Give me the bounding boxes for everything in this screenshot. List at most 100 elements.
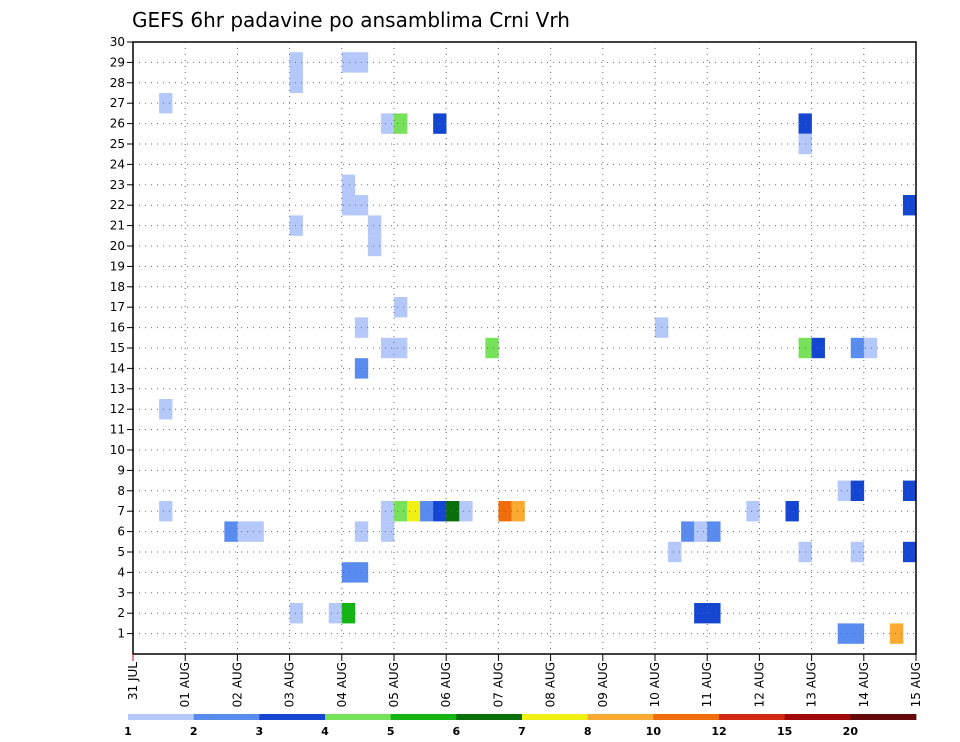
precip-cell bbox=[446, 501, 460, 522]
y-tick-label: 22 bbox=[110, 198, 125, 212]
legend-swatch bbox=[719, 714, 786, 720]
precip-cell bbox=[420, 501, 434, 522]
y-tick-label: 29 bbox=[110, 55, 125, 69]
legend-label: 3 bbox=[256, 725, 264, 738]
x-tick-label: 07 AUG bbox=[491, 662, 505, 707]
precip-cell bbox=[380, 337, 395, 359]
x-tick-label: 01 AUG bbox=[178, 662, 192, 707]
legend-swatch bbox=[850, 714, 917, 720]
y-tick-label: 15 bbox=[110, 341, 125, 355]
precip-cell bbox=[811, 337, 825, 359]
x-tick-label: 05 AUG bbox=[387, 662, 401, 707]
color-legend: 1 2 3 4 5 6 7 8 10 12 15 20 bbox=[124, 714, 917, 738]
x-tick-label: 31 JUL bbox=[126, 662, 140, 700]
legend-label: 2 bbox=[190, 725, 198, 738]
precip-cell bbox=[289, 603, 303, 624]
y-tick-label: 11 bbox=[110, 423, 125, 437]
legend-label: 6 bbox=[453, 725, 461, 738]
y-tick-label: 4 bbox=[117, 565, 125, 579]
precip-cell bbox=[902, 541, 917, 563]
x-tick-label: 06 AUG bbox=[439, 662, 453, 707]
precip-cell bbox=[902, 480, 917, 501]
legend-label: 1 bbox=[124, 725, 132, 738]
precip-cell bbox=[850, 541, 865, 563]
legend-swatch bbox=[653, 714, 720, 720]
legend-swatch bbox=[587, 714, 654, 720]
precipitation-cells bbox=[159, 52, 917, 644]
precip-cell bbox=[837, 480, 852, 501]
y-tick-label: 1 bbox=[117, 627, 125, 641]
precip-cell bbox=[511, 501, 525, 522]
precip-cell bbox=[159, 93, 173, 114]
precip-cell bbox=[237, 521, 251, 542]
y-tick-label: 18 bbox=[110, 280, 125, 294]
legend-swatch bbox=[325, 714, 392, 720]
y-tick-label: 14 bbox=[110, 361, 125, 375]
precip-cell bbox=[850, 623, 865, 644]
precip-cell bbox=[380, 521, 395, 542]
precip-cell bbox=[394, 297, 408, 318]
legend-label: 8 bbox=[584, 725, 592, 738]
precip-cell bbox=[250, 521, 264, 542]
y-tick-label: 8 bbox=[117, 484, 125, 498]
precip-cell bbox=[394, 337, 408, 359]
x-tick-label: 03 AUG bbox=[283, 662, 297, 707]
x-tick-label: 04 AUG bbox=[335, 662, 349, 707]
y-tick-label: 17 bbox=[110, 300, 125, 314]
precip-cell bbox=[485, 337, 499, 359]
legend-swatch bbox=[128, 714, 195, 720]
legend-swatch bbox=[259, 714, 326, 720]
grid-lines bbox=[133, 42, 916, 654]
chart-title: GEFS 6hr padavine po ansamblima Crni Vrh bbox=[132, 8, 570, 32]
x-tick-label: 12 AUG bbox=[752, 662, 766, 707]
y-tick-label: 7 bbox=[117, 504, 125, 518]
y-tick-label: 23 bbox=[110, 178, 125, 192]
legend-swatch bbox=[390, 714, 457, 720]
precip-cell bbox=[289, 72, 303, 93]
precip-cell bbox=[341, 195, 356, 216]
y-tick-label: 3 bbox=[117, 586, 125, 600]
precip-cell bbox=[889, 623, 904, 644]
legend-swatch bbox=[193, 714, 260, 720]
legend-swatch bbox=[784, 714, 851, 720]
precip-cell bbox=[863, 337, 878, 359]
x-tick-label: 15 AUG bbox=[909, 662, 923, 707]
precip-cell bbox=[159, 501, 173, 522]
y-tick-label: 2 bbox=[117, 606, 125, 620]
precip-cell bbox=[668, 541, 682, 563]
precip-cell bbox=[367, 215, 382, 236]
y-tick-label: 16 bbox=[110, 321, 125, 335]
precip-cell bbox=[380, 113, 395, 134]
precip-cell bbox=[341, 52, 356, 73]
precip-cell bbox=[681, 521, 695, 542]
y-tick-label: 9 bbox=[117, 463, 125, 477]
precip-cell bbox=[328, 603, 343, 624]
y-tick-label: 12 bbox=[110, 402, 125, 416]
precip-cell bbox=[394, 501, 408, 522]
precip-cell bbox=[707, 603, 721, 624]
legend-label: 15 bbox=[777, 725, 792, 738]
y-tick-label: 21 bbox=[110, 219, 125, 233]
precip-cell bbox=[341, 603, 356, 624]
y-axis: 1234567891011121314151617181920212223242… bbox=[110, 35, 133, 641]
y-tick-label: 30 bbox=[110, 35, 125, 49]
precip-cell bbox=[224, 521, 238, 542]
precip-cell bbox=[289, 52, 303, 73]
precip-cell bbox=[341, 174, 356, 195]
legend-swatch bbox=[522, 714, 589, 720]
y-tick-label: 28 bbox=[110, 76, 125, 90]
precip-cell bbox=[837, 623, 852, 644]
precip-cell bbox=[394, 113, 408, 134]
precip-cell bbox=[785, 501, 799, 522]
legend-label: 7 bbox=[518, 725, 526, 738]
y-tick-label: 25 bbox=[110, 137, 125, 151]
precip-cell bbox=[902, 195, 917, 216]
y-tick-label: 26 bbox=[110, 117, 125, 131]
precip-cell bbox=[159, 399, 173, 420]
precip-cell bbox=[380, 501, 395, 522]
x-tick-label: 13 AUG bbox=[805, 662, 819, 707]
y-tick-label: 13 bbox=[110, 382, 125, 396]
y-tick-label: 10 bbox=[110, 443, 125, 457]
precip-cell bbox=[694, 521, 708, 542]
